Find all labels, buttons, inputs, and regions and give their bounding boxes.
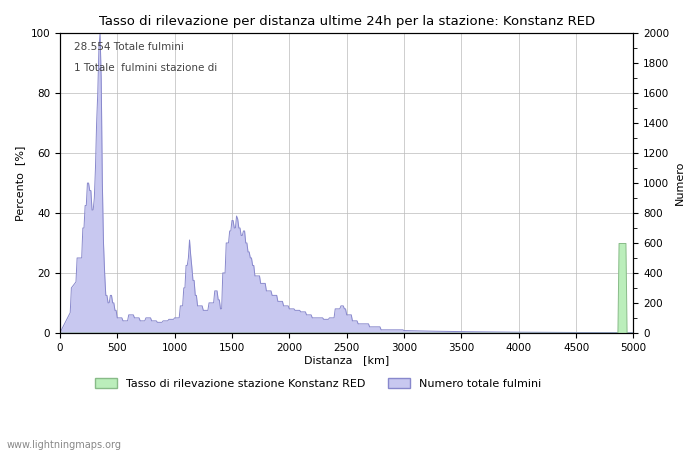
Text: 28.554 Totale fulmini: 28.554 Totale fulmini <box>74 42 184 52</box>
Legend: Tasso di rilevazione stazione Konstanz RED, Numero totale fulmini: Tasso di rilevazione stazione Konstanz R… <box>90 374 545 393</box>
Y-axis label: Numero: Numero <box>675 161 685 205</box>
Text: www.lightningmaps.org: www.lightningmaps.org <box>7 440 122 450</box>
Text: 1 Totale  fulmini stazione di: 1 Totale fulmini stazione di <box>74 63 218 73</box>
Y-axis label: Percento  [%]: Percento [%] <box>15 145 25 221</box>
X-axis label: Distanza   [km]: Distanza [km] <box>304 356 389 365</box>
Title: Tasso di rilevazione per distanza ultime 24h per la stazione: Konstanz RED: Tasso di rilevazione per distanza ultime… <box>99 15 595 28</box>
